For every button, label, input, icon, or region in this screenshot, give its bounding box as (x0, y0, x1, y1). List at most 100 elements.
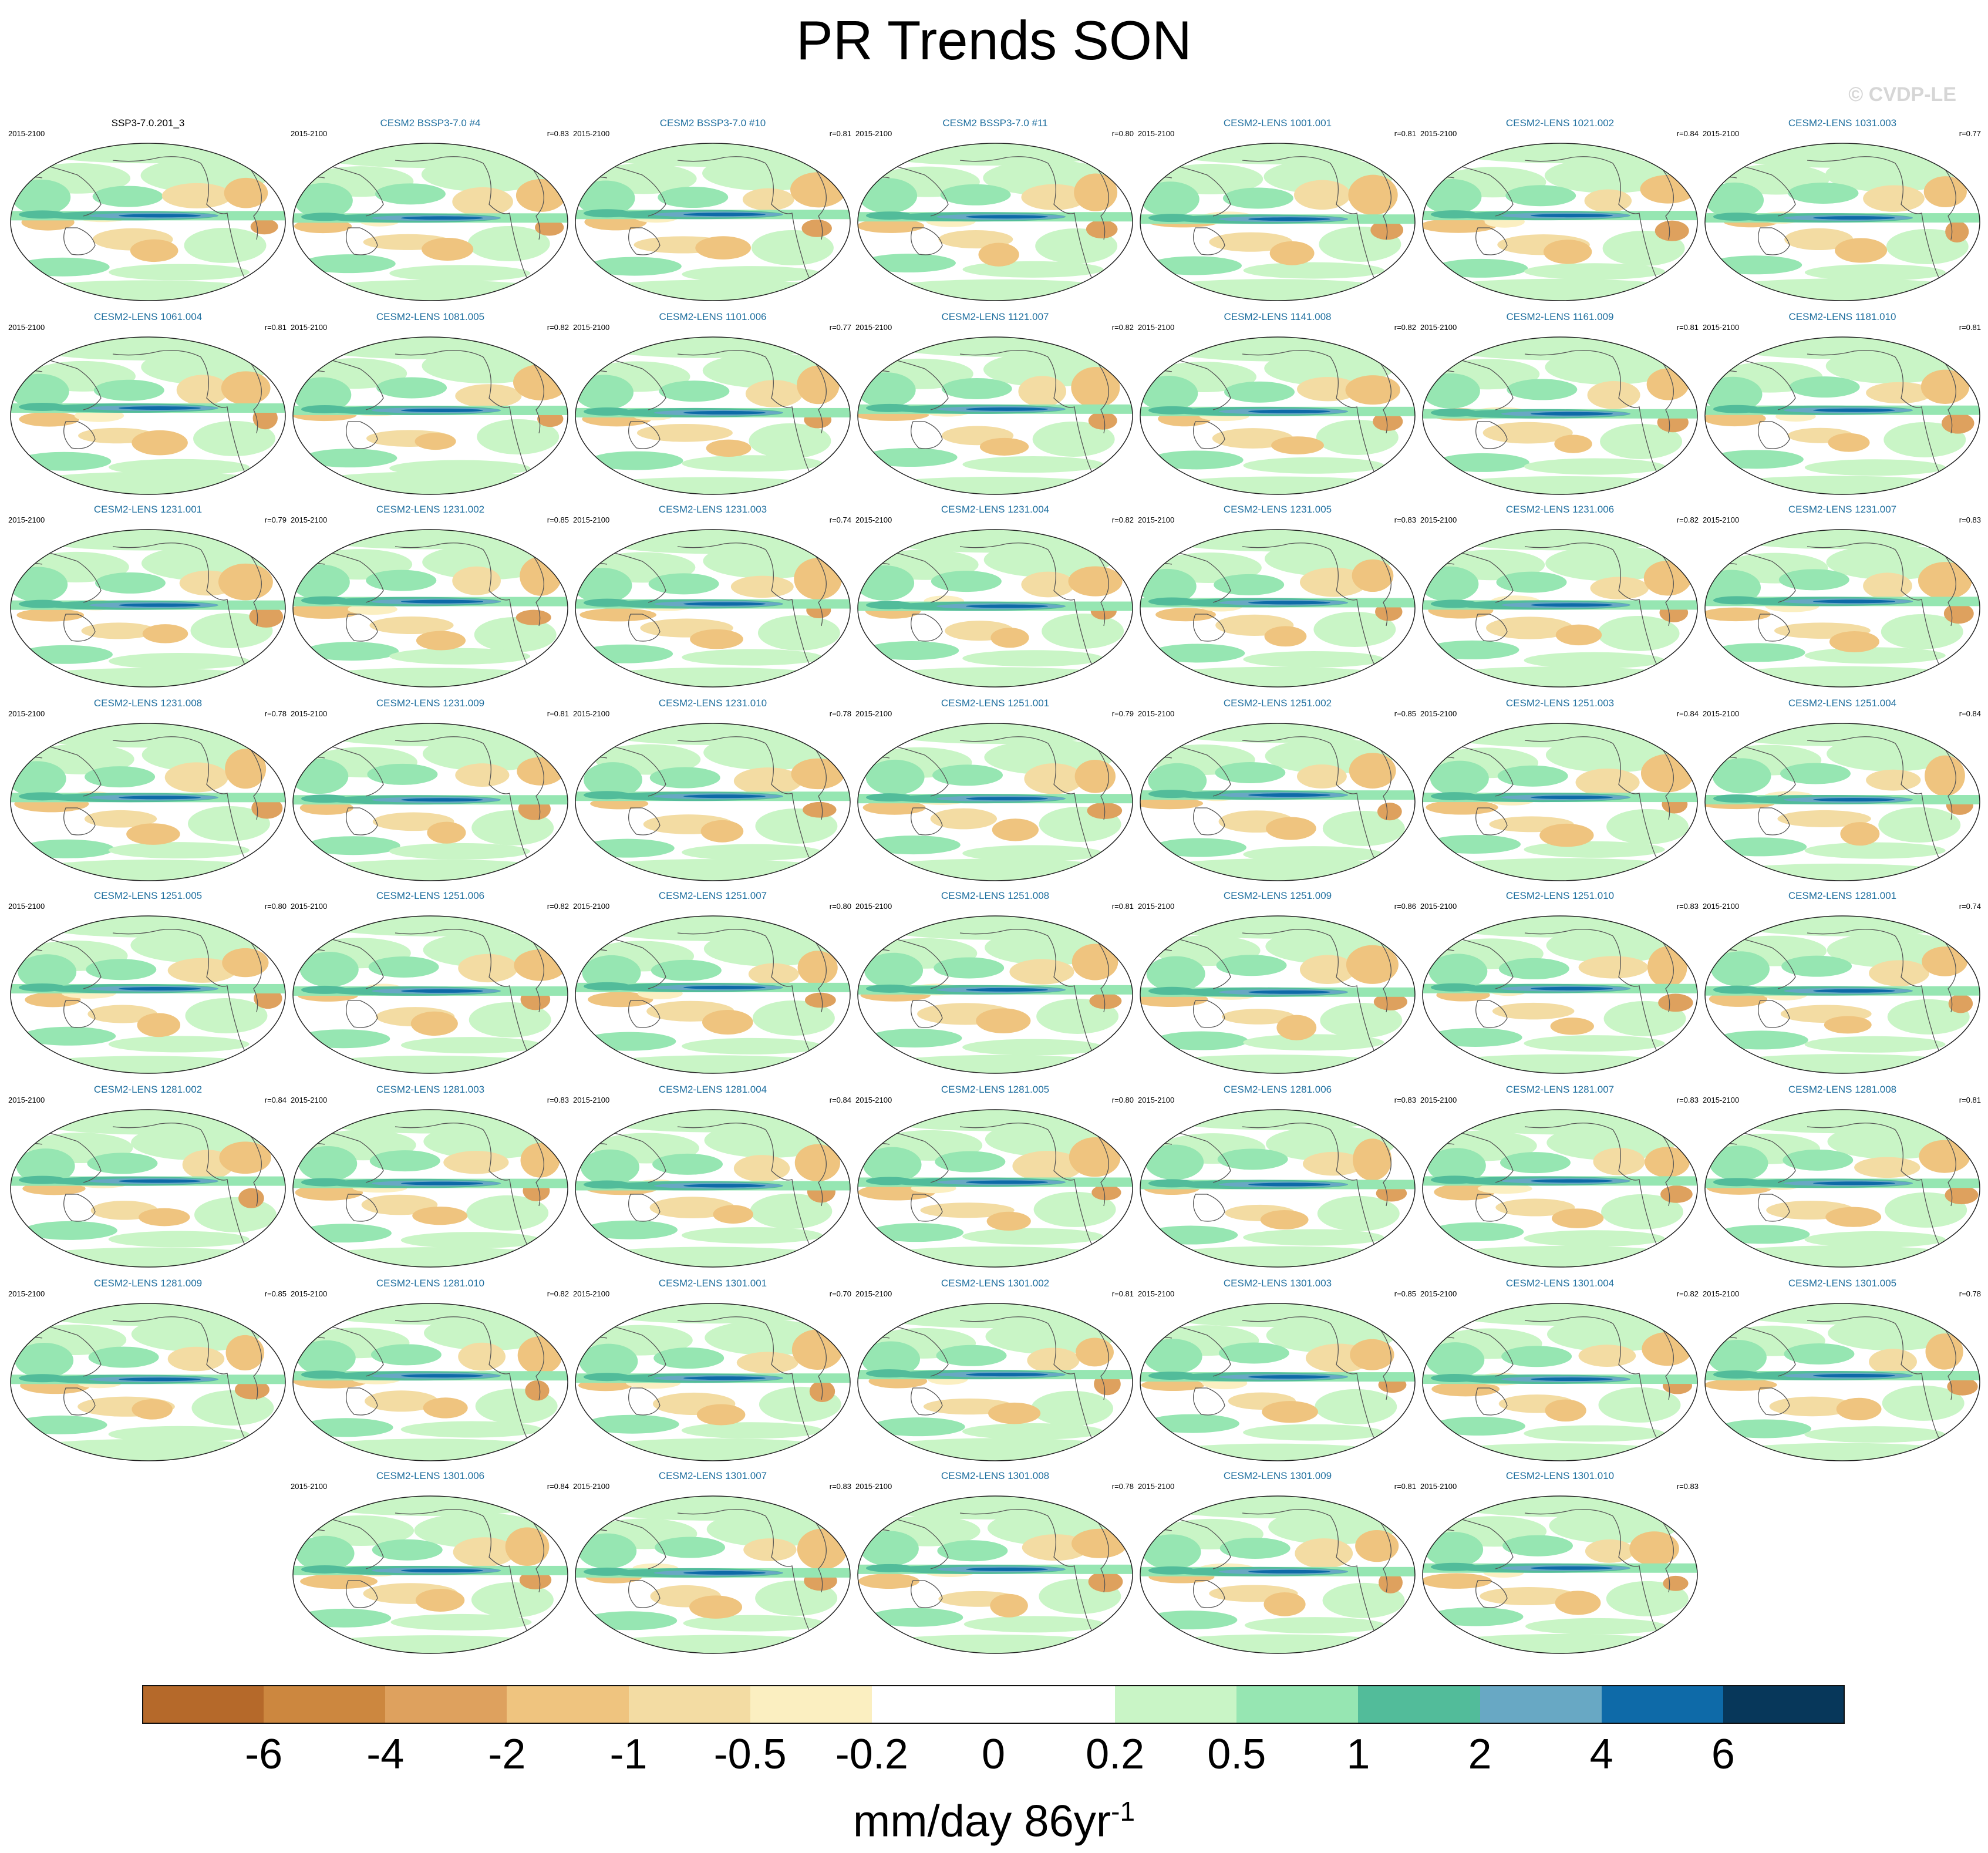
colorbar-tick-label: 0.2 (1086, 1731, 1145, 1778)
map-panel: CESM2-LENS 1101.006 2015-2100 r=0.77 (572, 311, 854, 499)
world-map (575, 1109, 851, 1268)
panel-title: CESM2-LENS 1121.007 (941, 311, 1049, 322)
panel-title: CESM2-LENS 1281.003 (376, 1084, 485, 1095)
map-panel: CESM2-LENS 1281.009 2015-2100 r=0.85 (7, 1278, 289, 1465)
map-field (858, 530, 1133, 687)
world-map (1140, 529, 1416, 688)
panel-correlation: r=0.83 (1676, 1096, 1699, 1104)
world-map (857, 723, 1133, 881)
panel-correlation: r=0.83 (1959, 516, 1981, 524)
map-field (575, 143, 850, 301)
panel-correlation: r=0.82 (547, 323, 569, 332)
map-field (1423, 143, 1697, 301)
world-map (1140, 143, 1416, 301)
world-map (10, 1109, 286, 1268)
world-map (292, 529, 568, 688)
map-field (858, 916, 1133, 1073)
colorbar: -6 -4 -2 -1 -0.5 -0.2 0 0.2 0.5 1 2 4 6 mm/day 86yr-… (0, 1679, 1988, 1849)
panel-correlation: r=0.84 (1676, 709, 1699, 718)
panel-period: 2015-2100 (1138, 129, 1175, 138)
map-field (575, 337, 850, 494)
colorbar-swatch (142, 1685, 264, 1724)
map-panel: CESM2-LENS 1281.004 2015-2100 r=0.84 (572, 1084, 854, 1272)
map-field (293, 1496, 568, 1653)
colorbar-swatch (264, 1685, 386, 1724)
panel-period: 2015-2100 (1420, 709, 1457, 718)
panel-correlation: r=0.80 (264, 902, 287, 911)
panel-period: 2015-2100 (1138, 902, 1175, 911)
map-panel: CESM2-LENS 1301.007 2015-2100 r=0.83 (572, 1470, 854, 1658)
map-field (1140, 1110, 1415, 1267)
map-panel: CESM2-LENS 1231.003 2015-2100 r=0.74 (572, 504, 854, 692)
panel-title: CESM2-LENS 1251.002 (1223, 698, 1332, 709)
world-map (10, 336, 286, 495)
world-map (1422, 143, 1698, 301)
panel-title: CESM2-LENS 1301.010 (1505, 1470, 1615, 1481)
map-panel: CESM2-LENS 1301.003 2015-2100 r=0.85 (1137, 1278, 1418, 1465)
world-map (10, 723, 286, 881)
world-map (292, 143, 568, 301)
map-field (1423, 1496, 1697, 1653)
panel-correlation: r=0.86 (1394, 902, 1416, 911)
map-panel: CESM2-LENS 1301.006 2015-2100 r=0.84 (289, 1470, 571, 1658)
panel-correlation: r=0.83 (1394, 1096, 1416, 1104)
colorbar-frame (142, 1685, 1845, 1724)
panel-correlation: r=0.83 (547, 129, 569, 138)
panel-period: 2015-2100 (855, 129, 892, 138)
world-map (1704, 915, 1980, 1074)
colorbar-units-exponent: -1 (1111, 1796, 1135, 1827)
map-field (1140, 337, 1415, 494)
world-map (1422, 723, 1698, 881)
colorbar-swatch (1723, 1685, 1845, 1724)
colorbar-tick-label: 6 (1711, 1731, 1735, 1778)
panel-correlation: r=0.70 (829, 1289, 851, 1298)
map-field (1423, 337, 1697, 494)
panel-title: CESM2-LENS 1231.003 (658, 504, 767, 515)
map-panel: CESM2-LENS 1081.005 2015-2100 r=0.82 (289, 311, 571, 499)
map-field (1140, 530, 1415, 687)
colorbar-tick-label: -0.5 (713, 1731, 787, 1778)
panel-correlation: r=0.74 (1959, 902, 1981, 911)
panel-title: CESM2 BSSP3-7.0 #10 (659, 117, 766, 129)
map-panel: CESM2-LENS 1161.009 2015-2100 r=0.81 (1419, 311, 1701, 499)
map-field (293, 1303, 568, 1461)
colorbar-tick-label: 0.5 (1207, 1731, 1266, 1778)
map-field (858, 143, 1133, 301)
map-field (293, 530, 568, 687)
colorbar-units-text: mm/day 86yr (853, 1796, 1111, 1847)
panel-period: 2015-2100 (573, 902, 610, 911)
panel-period: 2015-2100 (291, 129, 328, 138)
panel-correlation: r=0.81 (1676, 323, 1699, 332)
panel-title: CESM2-LENS 1231.002 (376, 504, 485, 515)
world-map (1422, 529, 1698, 688)
panel-title: CESM2-LENS 1281.006 (1223, 1084, 1332, 1095)
map-panel: CESM2-LENS 1281.007 2015-2100 r=0.83 (1419, 1084, 1701, 1272)
panel-title: CESM2-LENS 1301.002 (941, 1278, 1050, 1289)
world-map (1140, 1495, 1416, 1654)
panel-correlation: r=0.82 (1394, 323, 1416, 332)
map-panel: CESM2-LENS 1251.007 2015-2100 r=0.80 (572, 890, 854, 1078)
panel-title: CESM2-LENS 1001.001 (1223, 117, 1332, 129)
panel-title: CESM2-LENS 1231.006 (1505, 504, 1615, 515)
panel-title: CESM2-LENS 1061.004 (93, 311, 203, 322)
colorbar-swatch (507, 1685, 629, 1724)
panel-correlation: r=0.78 (264, 709, 287, 718)
world-map (1422, 1495, 1698, 1654)
panel-title: CESM2-LENS 1251.004 (1788, 698, 1897, 709)
panel-period: 2015-2100 (8, 709, 45, 718)
colorbar-units-label: mm/day 86yr-1 (0, 1785, 1988, 1848)
panel-title: CESM2-LENS 1281.008 (1788, 1084, 1897, 1095)
world-map (292, 336, 568, 495)
panel-period: 2015-2100 (573, 1096, 610, 1104)
panel-title: CESM2-LENS 1281.005 (941, 1084, 1050, 1095)
panel-correlation: r=0.85 (1394, 1289, 1416, 1298)
map-field (293, 337, 568, 494)
world-map (10, 915, 286, 1074)
map-panel: CESM2-LENS 1231.005 2015-2100 r=0.83 (1137, 504, 1418, 692)
panel-period: 2015-2100 (573, 129, 610, 138)
map-panel: CESM2 BSSP3-7.0 #11 2015-2100 r=0.80 (854, 117, 1136, 305)
map-panel: SSP3-7.0.201_3 2015-2100 (7, 117, 289, 305)
world-map (575, 915, 851, 1074)
panel-period: 2015-2100 (8, 1096, 45, 1104)
colorbar-tick-label: -2 (488, 1731, 526, 1778)
